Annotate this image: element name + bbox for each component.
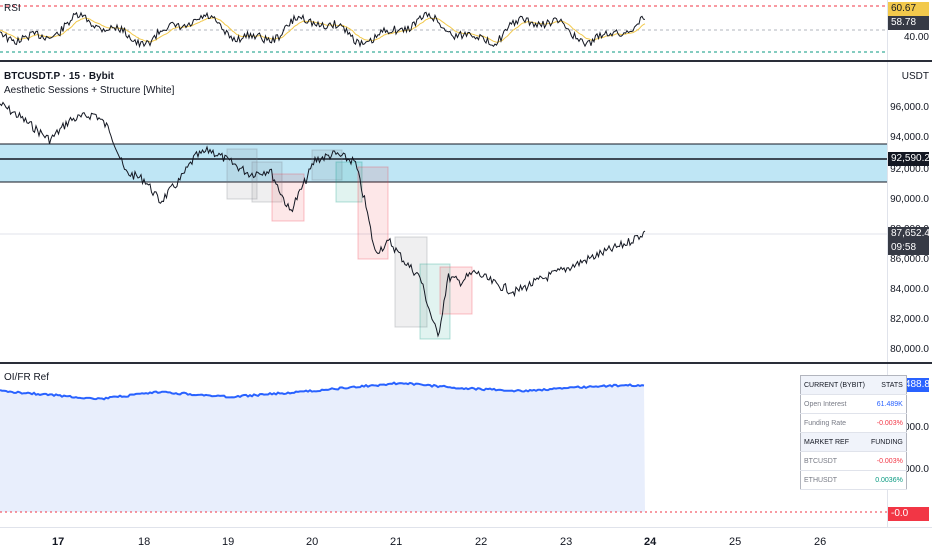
structure-box (335, 161, 363, 203)
table-row: Open Interest 61.489K (800, 394, 907, 414)
time-tick: 18 (138, 536, 151, 548)
table-row: ETHUSDT 0.0036% (800, 470, 907, 490)
price-tick: 94,000.0 (890, 132, 929, 143)
table-header-cell: STATS (867, 375, 907, 395)
table-cell: ETHUSDT (800, 470, 868, 490)
main-price-axis[interactable]: USDT 96,000.0 94,000.0 92,000.0 90,000.0… (887, 62, 932, 362)
price-tick: 82,000.0 (890, 314, 929, 325)
price-tick: 96,000.0 (890, 102, 929, 113)
funding-rate-value: -0.003% (867, 413, 907, 433)
stats-table: CURRENT (BYBIT) STATS Open Interest 61.4… (800, 375, 907, 490)
currency-label[interactable]: USDT (901, 71, 929, 82)
table-cell: Open Interest (800, 394, 868, 414)
rsi-label: RSI (4, 3, 21, 14)
time-tick: 22 (475, 536, 488, 548)
time-tick: 26 (814, 536, 827, 548)
structure-box (271, 173, 305, 222)
rsi-tick: 40.00 (903, 32, 929, 43)
funding-value-tag: -0.0 (888, 507, 929, 521)
last-price-tag: 87,652.4 (888, 227, 930, 241)
symbol-title[interactable]: BTCUSDT.P · 15 · Bybit (4, 71, 114, 82)
table-header-cell: FUNDING (867, 432, 907, 452)
oi-pane[interactable]: OI/FR Ref 40,000.0 20,000.0 61,488.8 -0.… (0, 364, 932, 527)
time-tick: 19 (222, 536, 235, 548)
eth-funding-value: 0.0036% (867, 470, 907, 490)
indicator-name[interactable]: Aesthetic Sessions + Structure [White] (4, 85, 175, 96)
table-header-cell: CURRENT (BYBIT) (800, 375, 868, 395)
rsi-chart[interactable] (0, 0, 887, 60)
price-tick: 86,000.0 (890, 254, 929, 265)
table-header-cell: MARKET REF (800, 432, 868, 452)
rsi-value-tag-bottom: 58.78 (888, 16, 929, 30)
time-tick: 24 (644, 536, 657, 548)
price-chart[interactable] (0, 62, 887, 362)
time-axis[interactable]: 17 18 19 20 21 22 23 24 25 26 (0, 527, 932, 551)
table-row: MARKET REF FUNDING (800, 432, 907, 452)
table-row: CURRENT (BYBIT) STATS (800, 375, 907, 395)
structure-box (251, 161, 283, 203)
btc-funding-value: -0.003% (867, 451, 907, 471)
time-tick: 21 (390, 536, 403, 548)
oi-tick: 20,000.0 (890, 464, 929, 475)
structure-box (419, 263, 451, 340)
oi-chart[interactable] (0, 364, 887, 527)
oi-tick: 40,000.0 (890, 422, 929, 433)
time-tick: 25 (729, 536, 742, 548)
rsi-line (0, 11, 646, 49)
price-tick: 84,000.0 (890, 284, 929, 295)
oi-label[interactable]: OI/FR Ref (4, 372, 50, 383)
pane-separator[interactable] (0, 362, 932, 364)
price-tick: 80,000.0 (890, 344, 929, 355)
bar-countdown: 09:58 (888, 241, 929, 255)
rsi-pane[interactable]: RSI 40.00 60.67 58.78 (0, 0, 932, 60)
structure-box (357, 166, 389, 260)
time-tick: 20 (306, 536, 319, 548)
table-row: Funding Rate -0.003% (800, 413, 907, 433)
table-row: BTCUSDT -0.003% (800, 451, 907, 471)
price-series (0, 101, 646, 338)
oi-area-fill (0, 382, 645, 512)
main-pane[interactable]: BTCUSDT.P · 15 · Bybit Aesthetic Session… (0, 62, 932, 362)
time-tick: 17 (52, 536, 65, 548)
table-cell: Funding Rate (800, 413, 868, 433)
table-cell: BTCUSDT (800, 451, 868, 471)
price-tick: 92,000.0 (890, 164, 929, 175)
pane-separator[interactable] (0, 60, 932, 62)
time-tick: 23 (560, 536, 573, 548)
rsi-value-tag-top: 60.67 (888, 2, 929, 16)
oi-line (0, 381, 645, 401)
price-tick: 90,000.0 (890, 194, 929, 205)
session-zone (0, 144, 887, 182)
zone-level-tag: 92,590.2 (888, 152, 930, 166)
open-interest-value: 61.489K (867, 394, 907, 414)
